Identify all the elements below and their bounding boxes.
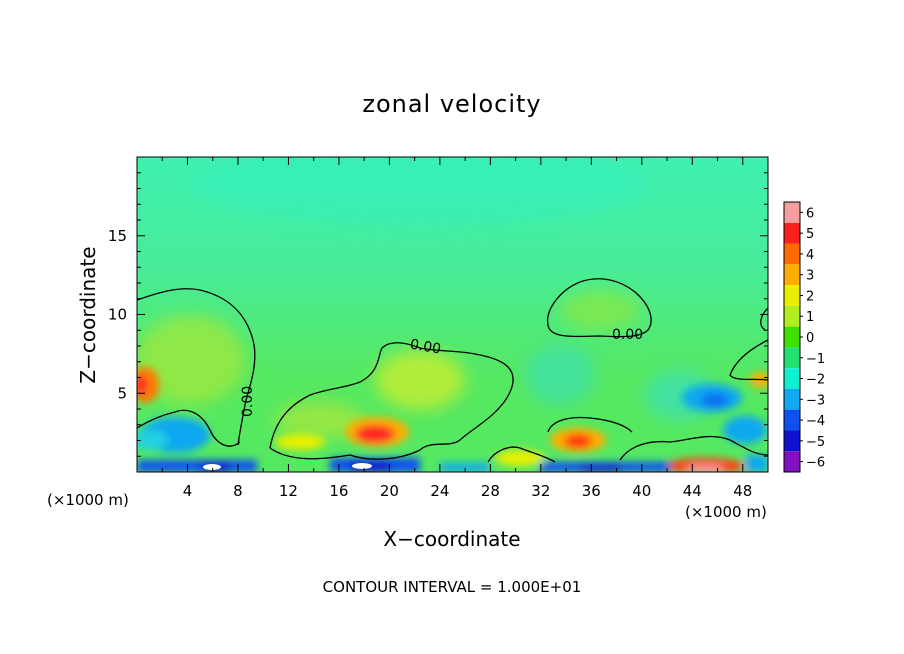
colorbar-swatch bbox=[784, 430, 800, 452]
colorbar-swatch bbox=[784, 285, 800, 306]
colorbar-label: −1 bbox=[806, 352, 825, 367]
colorbar-label: 6 bbox=[806, 206, 814, 221]
x-tick-label: 8 bbox=[233, 482, 243, 500]
y-axis: 5 10 15 bbox=[108, 172, 768, 457]
colorbar-swatch bbox=[784, 222, 800, 244]
contour-line-left bbox=[137, 288, 256, 447]
contour-label-1: 0.00 bbox=[240, 386, 256, 417]
x-unit-label-right: (×1000 m) bbox=[685, 503, 767, 521]
x-axis-title: X−coordinate bbox=[383, 527, 520, 551]
colorbar-swatch bbox=[784, 243, 800, 265]
contour-line-right-cap bbox=[547, 278, 652, 338]
x-tick-label: 40 bbox=[632, 482, 651, 500]
y-axis-title: Z−coordinate bbox=[76, 246, 100, 383]
x-tick-label: 16 bbox=[329, 482, 348, 500]
colorbar-label: −5 bbox=[806, 435, 825, 450]
colorbar-label: −2 bbox=[806, 373, 825, 388]
field-white-spots bbox=[203, 463, 372, 470]
colorbar-label: 3 bbox=[806, 269, 814, 284]
y-tick-label: 15 bbox=[108, 227, 127, 245]
x-tick-label: 20 bbox=[380, 482, 399, 500]
colorbar-label: 5 bbox=[806, 227, 814, 242]
x-tick-label: 12 bbox=[279, 482, 298, 500]
x-tick-label: 36 bbox=[582, 482, 601, 500]
colorbar-label: −4 bbox=[806, 414, 825, 429]
y-tick-label: 10 bbox=[108, 306, 127, 324]
colorbar-swatch bbox=[784, 202, 800, 223]
colorbar-swatch bbox=[784, 388, 800, 410]
colorbar-label: 4 bbox=[806, 248, 814, 263]
plot-area: 0.00 0.00 0.00 bbox=[137, 157, 768, 472]
colorbar: 6 5 4 3 2 1 0 −1 −2 −3 −4 −5 −6 bbox=[783, 201, 825, 473]
zero-contours bbox=[137, 278, 768, 463]
colorbar-label: −6 bbox=[806, 456, 825, 471]
chart-title: zonal velocity bbox=[362, 90, 541, 118]
contour-label-3: 0.00 bbox=[612, 327, 643, 343]
contour-label-2: 0.00 bbox=[409, 337, 442, 358]
field-strong-features bbox=[137, 367, 768, 472]
colorbar-label: 1 bbox=[806, 310, 814, 325]
colorbar-swatch bbox=[784, 368, 800, 389]
contour-line-right bbox=[487, 307, 768, 463]
colorbar-swatch bbox=[784, 264, 800, 286]
contour-interval-note: CONTOUR INTERVAL = 1.000E+01 bbox=[323, 578, 582, 596]
colorbar-swatch bbox=[784, 305, 800, 327]
x-tick-label: 24 bbox=[430, 482, 449, 500]
x-unit-label-left: (×1000 m) bbox=[47, 491, 129, 509]
x-tick-label: 28 bbox=[481, 482, 500, 500]
x-tick-label: 44 bbox=[683, 482, 702, 500]
x-tick-label: 48 bbox=[733, 482, 752, 500]
colorbar-swatch bbox=[784, 347, 800, 369]
colorbar-label: 2 bbox=[806, 289, 814, 304]
x-tick-label: 4 bbox=[183, 482, 193, 500]
colorbar-swatch bbox=[784, 326, 800, 348]
x-axis: 4 8 12 16 20 24 28 32 36 40 44 48 bbox=[161, 157, 752, 500]
colorbar-swatch bbox=[784, 451, 800, 472]
contour-line-middle bbox=[269, 342, 514, 460]
colorbar-swatch bbox=[784, 409, 800, 431]
colorbar-label: 0 bbox=[806, 331, 814, 346]
colorbar-label: −3 bbox=[806, 393, 825, 408]
y-tick-label: 5 bbox=[117, 384, 127, 402]
field-upper-band bbox=[190, 157, 650, 225]
x-tick-label: 32 bbox=[531, 482, 550, 500]
